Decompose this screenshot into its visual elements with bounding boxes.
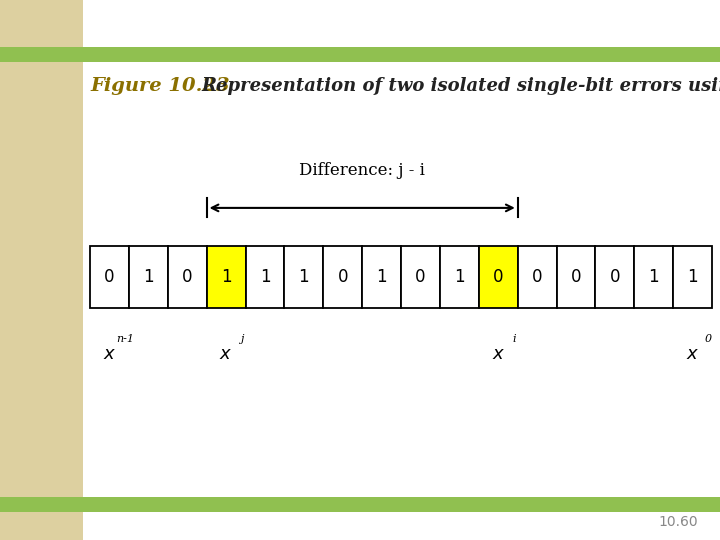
Text: $x$: $x$ (103, 345, 116, 363)
Text: 1: 1 (299, 268, 309, 286)
Bar (557, 246, 595, 308)
Text: 1: 1 (377, 268, 387, 286)
Bar (401, 246, 440, 308)
Text: n-1: n-1 (116, 334, 134, 343)
Text: 1: 1 (688, 268, 698, 286)
Bar (673, 246, 712, 308)
Text: 0: 0 (493, 268, 503, 286)
Bar (595, 246, 634, 308)
Bar (323, 246, 362, 308)
Text: 0: 0 (338, 268, 348, 286)
Bar (479, 246, 518, 308)
Bar (0, 47, 720, 62)
Text: Difference: j - i: Difference: j - i (300, 161, 425, 179)
Bar (634, 246, 673, 308)
Text: 1: 1 (649, 268, 659, 286)
Text: 1: 1 (221, 268, 231, 286)
Text: 1: 1 (454, 268, 464, 286)
Bar (207, 246, 246, 308)
Bar (284, 246, 323, 308)
Bar (440, 246, 479, 308)
Text: 0: 0 (610, 268, 620, 286)
Text: j: j (240, 334, 243, 343)
Text: 1: 1 (143, 268, 153, 286)
Bar (0, 0, 83, 540)
Bar (0, 497, 720, 512)
Text: i: i (513, 334, 516, 343)
Text: 0: 0 (182, 268, 192, 286)
Text: 0: 0 (104, 268, 114, 286)
Text: 1: 1 (260, 268, 270, 286)
Bar (129, 246, 168, 308)
Bar (168, 246, 207, 308)
Text: 10.60: 10.60 (659, 515, 698, 529)
Text: $x$: $x$ (492, 345, 505, 363)
Text: 0: 0 (532, 268, 542, 286)
Bar (90, 246, 129, 308)
Bar (246, 246, 284, 308)
Text: Figure 10.23: Figure 10.23 (90, 77, 230, 96)
Bar (362, 246, 401, 308)
Text: 0: 0 (705, 334, 712, 343)
Text: 0: 0 (415, 268, 426, 286)
Text: 0: 0 (571, 268, 581, 286)
Text: $x$: $x$ (220, 345, 233, 363)
Bar (518, 246, 557, 308)
Text: $x$: $x$ (686, 345, 699, 363)
Text: Representation of two isolated single-bit errors using polynomials: Representation of two isolated single-bi… (202, 77, 720, 96)
